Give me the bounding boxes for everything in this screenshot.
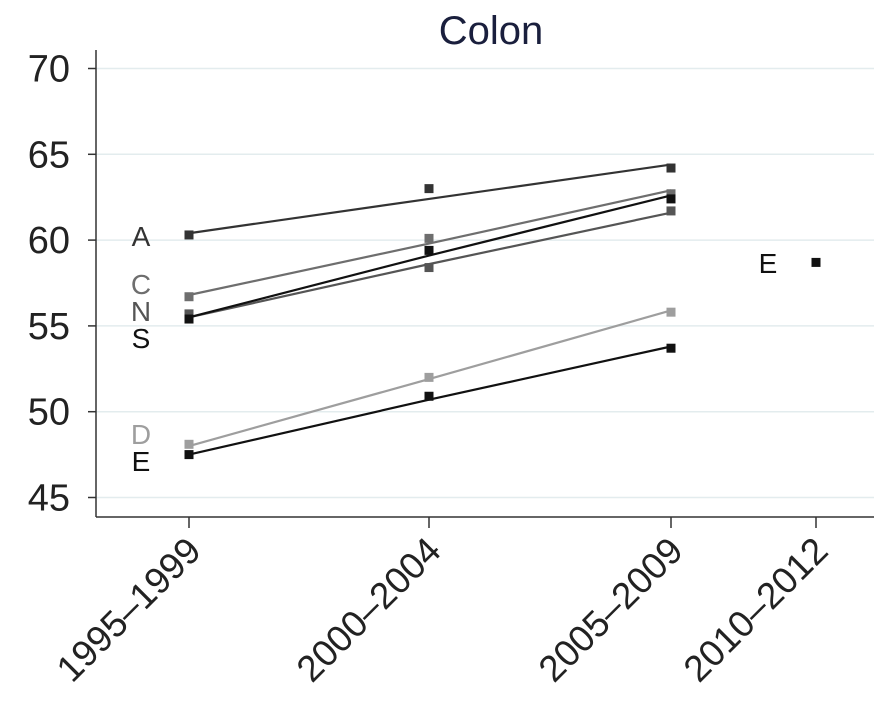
data-point-C bbox=[184, 292, 194, 302]
series-label-D: D bbox=[131, 419, 151, 450]
data-point-E bbox=[424, 391, 434, 401]
series-label-S: S bbox=[132, 323, 151, 354]
data-point-S bbox=[184, 314, 194, 324]
data-point-S bbox=[666, 194, 676, 204]
y-tick-label: 50 bbox=[28, 392, 70, 434]
y-tick-label: 70 bbox=[28, 49, 70, 91]
y-tick-label: 55 bbox=[28, 306, 70, 348]
series-label-A: A bbox=[132, 221, 151, 252]
data-point-E bbox=[184, 450, 194, 460]
axes bbox=[88, 50, 874, 528]
trend-line-S bbox=[188, 194, 672, 319]
data-point-C bbox=[424, 233, 434, 243]
trend-line-C bbox=[188, 189, 672, 297]
y-tick-label: 45 bbox=[28, 478, 70, 520]
data-point-S bbox=[424, 245, 434, 255]
trend-line-A bbox=[188, 163, 672, 235]
data-points bbox=[184, 163, 821, 460]
data-point-N bbox=[184, 309, 194, 319]
data-point-E bbox=[666, 343, 676, 353]
y-tick-label: 60 bbox=[28, 220, 70, 262]
series-label-C: C bbox=[131, 269, 151, 300]
data-point-A bbox=[184, 230, 194, 240]
data-point-A bbox=[666, 163, 676, 173]
x-tick-label: 1995–1999 bbox=[49, 530, 209, 690]
data-point-D bbox=[184, 439, 194, 449]
series-label-N: N bbox=[131, 296, 151, 327]
x-tick-label: 2000–2004 bbox=[289, 530, 449, 690]
gridlines bbox=[96, 67, 874, 499]
x-tick-label: 2005–2009 bbox=[531, 530, 691, 690]
data-point-N bbox=[424, 263, 434, 273]
chart-title: Colon bbox=[439, 9, 544, 53]
x-tick-label: 2010–2012 bbox=[676, 530, 836, 690]
series-label-E: E bbox=[132, 446, 151, 477]
series-label-E-2010: E bbox=[759, 248, 778, 279]
data-point-N bbox=[666, 206, 676, 216]
data-point-C bbox=[666, 189, 676, 199]
data-point-E bbox=[811, 257, 821, 267]
data-point-D bbox=[666, 307, 676, 317]
data-point-D bbox=[424, 372, 434, 382]
y-tick-labels: 45 50 55 60 65 70 bbox=[28, 49, 70, 520]
data-point-A bbox=[424, 184, 434, 194]
y-tick-label: 65 bbox=[28, 134, 70, 176]
